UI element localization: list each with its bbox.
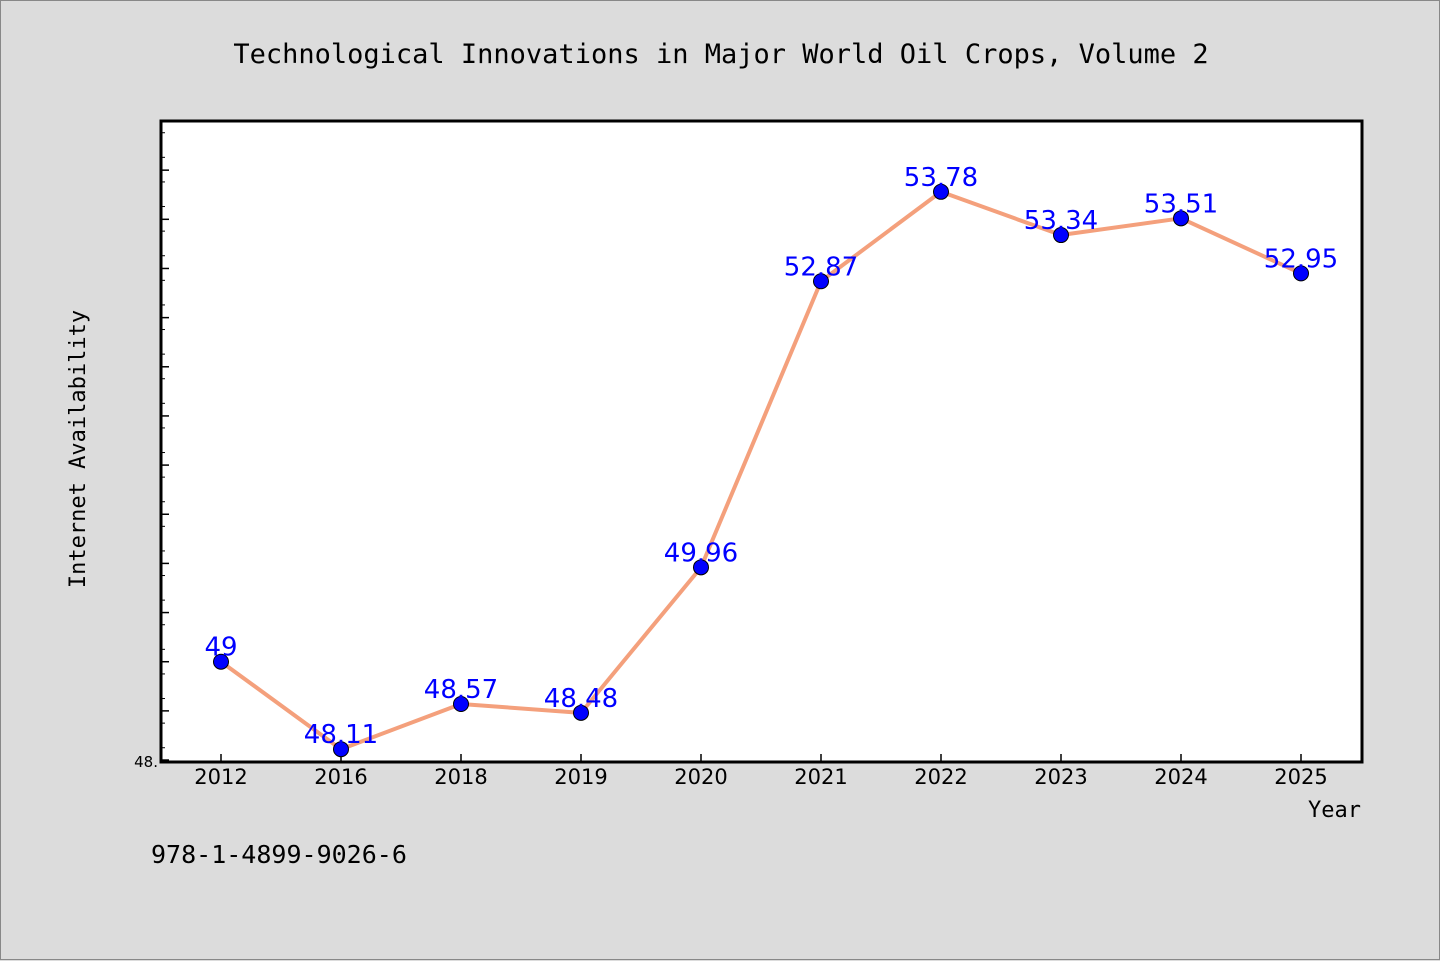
series-layer: 49 48.11 48.57 48.48 49.96 52.87 53.78 53.34 53.… (204, 163, 1338, 758)
data-point (813, 273, 829, 290)
data-label: 49.96 (664, 538, 738, 568)
x-tick-label: 2025 (1274, 765, 1327, 789)
x-tick-label: 2024 (1154, 765, 1207, 789)
data-label: 53.34 (1024, 206, 1098, 236)
data-label: 49 (204, 633, 237, 663)
data-point (933, 183, 949, 200)
y-axis-title: Internet Availability (66, 310, 91, 588)
x-tick-label: 2023 (1034, 765, 1087, 789)
chart-title: Technological Innovations in Major World… (233, 39, 1208, 70)
data-label: 53.51 (1144, 189, 1218, 219)
x-tick-label: 2020 (674, 765, 727, 789)
data-label: 52.95 (1264, 244, 1338, 274)
plot-area (159, 119, 1364, 764)
data-point (573, 704, 589, 721)
y-axis-ticks (161, 120, 169, 761)
x-tick-label: 2012 (194, 765, 247, 789)
data-point (1293, 265, 1309, 282)
data-point (1173, 210, 1189, 227)
x-tick-label: 2021 (794, 765, 847, 789)
x-tick-label: 2018 (434, 765, 487, 789)
data-point (693, 559, 709, 576)
series-line (219, 189, 1302, 752)
data-label: 48.48 (544, 684, 618, 714)
data-label: 52.87 (784, 252, 858, 282)
x-tick-label: 2022 (914, 765, 967, 789)
data-point (1053, 227, 1069, 244)
data-label: 48.57 (424, 675, 498, 705)
isbn-footer: 978-1-4899-9026-6 (151, 840, 407, 869)
data-point (213, 653, 229, 670)
x-tick-label: 2016 (314, 765, 367, 789)
data-label: 53.78 (904, 163, 978, 193)
x-tick-label: 2019 (554, 765, 607, 789)
x-axis-ticks: 2012 2016 2018 2019 2020 2021 2022 2023 2024 2025 (194, 754, 1328, 789)
x-axis-title: Year (1308, 798, 1361, 823)
data-point (453, 695, 469, 712)
y-tick-label: 48. (134, 753, 158, 771)
data-label: 48.11 (304, 720, 378, 750)
data-point (333, 741, 349, 758)
